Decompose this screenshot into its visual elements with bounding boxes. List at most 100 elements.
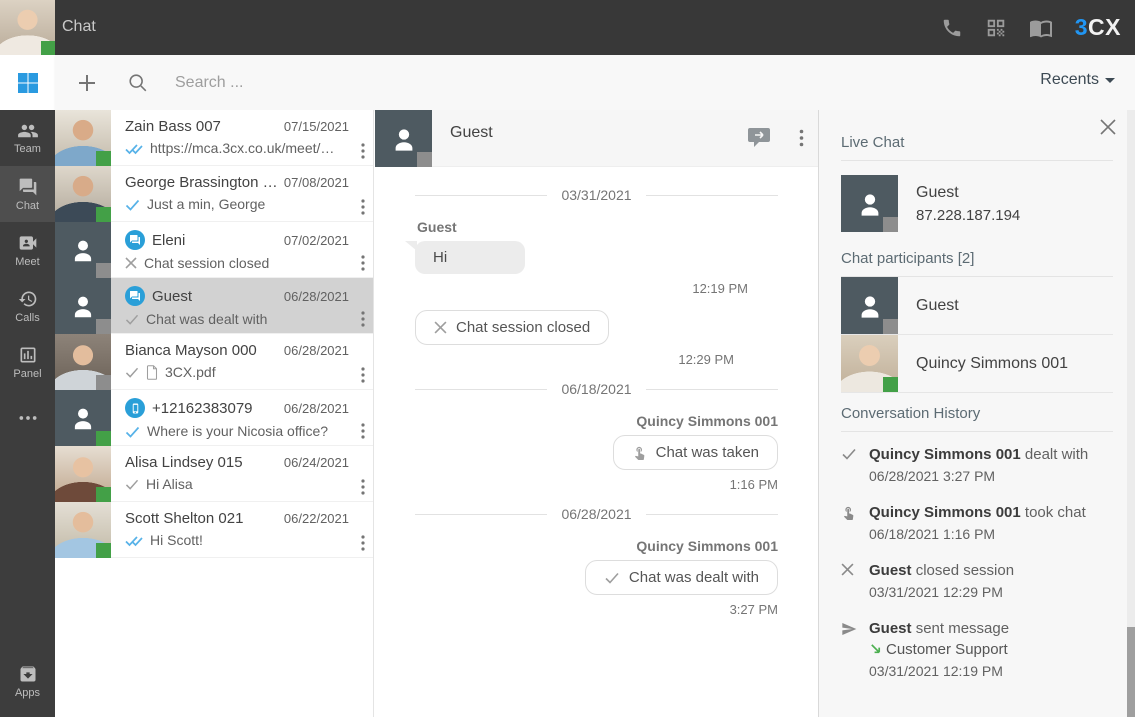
- chat-list-item[interactable]: Scott Shelton 021 06/22/2021 Hi Scott!: [55, 502, 373, 558]
- participants-title: Chat participants [2]: [841, 250, 1113, 277]
- check-icon: [125, 366, 139, 378]
- avatar: [55, 502, 111, 558]
- person-silhouette-icon: [854, 188, 885, 219]
- contact-name: Scott Shelton 021: [125, 510, 244, 527]
- message-incoming: Guest Hi 12:19 PM: [405, 219, 778, 296]
- status-badge: [883, 217, 898, 232]
- system-message-bubble: Chat was dealt with: [584, 560, 778, 595]
- history-actor: Guest: [869, 562, 912, 579]
- contact-name: Zain Bass 007: [125, 118, 221, 135]
- chat-list-item[interactable]: George Brassington 002 07/08/2021 Just a …: [55, 166, 373, 222]
- navigation-rail: Team Chat Meet Calls Panel Apps: [0, 110, 55, 717]
- status-badge: [417, 152, 432, 167]
- status-available-badge: [41, 41, 55, 55]
- panel-title: Live Chat: [841, 122, 1113, 161]
- check-icon: [841, 447, 859, 484]
- sidebar-item-label: Chat: [15, 199, 40, 212]
- conversation-pane: Guest 03/31/2021 Guest Hi 12:19 PM Chat …: [375, 110, 818, 717]
- chat-list-item[interactable]: Bianca Mayson 000 06/28/2021 3CX.pdf: [55, 334, 373, 390]
- scrollbar-thumb[interactable]: [1127, 627, 1135, 717]
- conversation-menu-kebab-icon[interactable]: [799, 129, 804, 147]
- details-panel: Live Chat Guest 87.228.187.194 Chat part…: [818, 110, 1135, 717]
- message-bubble: Hi: [405, 241, 525, 274]
- sidebar-item-meet[interactable]: Meet: [0, 222, 55, 278]
- status-badge: [96, 151, 111, 166]
- search-input[interactable]: [175, 73, 695, 92]
- message-preview: Hi Scott!: [150, 532, 203, 548]
- check-icon: [125, 198, 140, 211]
- panel-chart-icon: [18, 345, 38, 365]
- close-icon[interactable]: [1099, 118, 1117, 136]
- row-menu-kebab-icon[interactable]: [361, 479, 365, 495]
- contacts-book-icon[interactable]: [1029, 16, 1053, 40]
- message-preview: Where is your Nicosia office?: [147, 423, 329, 439]
- history-timestamp: 06/18/2021 1:16 PM: [869, 526, 996, 542]
- windows-app-tile[interactable]: [0, 55, 55, 110]
- sidebar-item-more[interactable]: [0, 390, 55, 446]
- sidebar-item-chat[interactable]: Chat: [0, 166, 55, 222]
- sidebar-item-calls[interactable]: Calls: [0, 278, 55, 334]
- transfer-chat-icon[interactable]: [747, 127, 771, 148]
- chevron-down-icon: [1105, 77, 1115, 88]
- history-action: took chat: [1024, 504, 1086, 521]
- history-action: sent message: [915, 620, 1010, 637]
- sidebar-item-label: Apps: [14, 686, 41, 699]
- status-badge: [96, 543, 111, 558]
- history-timestamp: 03/31/2021 12:29 PM: [869, 584, 1003, 600]
- row-menu-kebab-icon[interactable]: [361, 423, 365, 439]
- chat-list-item[interactable]: Zain Bass 007 07/15/2021 https://mca.3cx.…: [55, 110, 373, 166]
- add-chat-icon[interactable]: [75, 71, 99, 95]
- contact-name: Bianca Mayson 000: [125, 342, 257, 359]
- row-menu-kebab-icon[interactable]: [361, 255, 365, 271]
- participant-avatar: [841, 335, 898, 392]
- contact-avatar: [841, 175, 898, 232]
- system-message-outgoing: Quincy Simmons 001 Chat was taken 1:16 P…: [415, 413, 778, 492]
- sidebar-item-apps[interactable]: Apps: [0, 653, 55, 709]
- status-badge: [883, 377, 898, 392]
- panel-scrollbar[interactable]: [1127, 110, 1135, 717]
- participant-row[interactable]: Quincy Simmons 001: [841, 335, 1113, 393]
- row-menu-kebab-icon[interactable]: [361, 535, 365, 551]
- avatar: [55, 446, 111, 502]
- person-silhouette-icon: [68, 235, 98, 265]
- contact-name: Eleni: [152, 231, 186, 249]
- dialer-phone-icon[interactable]: [941, 17, 963, 39]
- history-action: closed session: [915, 562, 1015, 579]
- chat-date: 07/02/2021: [283, 232, 349, 248]
- chat-bubbles-icon: [18, 177, 38, 197]
- sidebar-item-team[interactable]: Team: [0, 110, 55, 166]
- check-icon: [125, 478, 139, 490]
- chat-list-item[interactable]: Eleni 07/02/2021 Chat session closed: [55, 222, 373, 278]
- row-menu-kebab-icon[interactable]: [361, 311, 365, 327]
- send-plane-icon: [841, 621, 859, 679]
- chat-date: 07/15/2021: [283, 119, 349, 134]
- chat-list-item[interactable]: +12162383079 06/28/2021 Where is your Nic…: [55, 390, 373, 446]
- status-badge: [96, 375, 111, 390]
- history-actor: Quincy Simmons 001: [869, 446, 1021, 463]
- participant-row[interactable]: Guest: [841, 277, 1113, 335]
- search-icon[interactable]: [127, 72, 149, 94]
- qr-code-icon[interactable]: [985, 17, 1007, 39]
- sidebar-item-panel[interactable]: Panel: [0, 334, 55, 390]
- message-time: 1:16 PM: [729, 477, 778, 492]
- row-menu-kebab-icon[interactable]: [361, 367, 365, 383]
- sidebar-item-label: Calls: [15, 311, 40, 324]
- chat-date: 06/28/2021: [283, 343, 349, 358]
- check-icon: [604, 571, 620, 584]
- current-user-avatar[interactable]: [0, 0, 55, 55]
- chat-date: 07/08/2021: [283, 175, 349, 190]
- row-menu-kebab-icon[interactable]: [361, 143, 365, 159]
- chat-list-item-selected[interactable]: Guest 06/28/2021 Chat was dealt with: [55, 278, 373, 334]
- chat-date: 06/22/2021: [283, 511, 349, 526]
- row-menu-kebab-icon[interactable]: [361, 199, 365, 215]
- livechat-badge-icon: [125, 230, 145, 250]
- take-hand-icon: [632, 445, 647, 460]
- date-divider: 06/28/2021: [415, 506, 778, 522]
- message-preview: 3CX.pdf: [165, 364, 216, 380]
- check-icon: [125, 313, 139, 325]
- double-check-icon: [125, 534, 143, 547]
- status-badge: [96, 207, 111, 222]
- recents-filter-dropdown[interactable]: Recents: [1040, 71, 1115, 89]
- top-bar: Chat 3CX: [0, 0, 1135, 55]
- chat-list-item[interactable]: Alisa Lindsey 015 06/24/2021 Hi Alisa: [55, 446, 373, 502]
